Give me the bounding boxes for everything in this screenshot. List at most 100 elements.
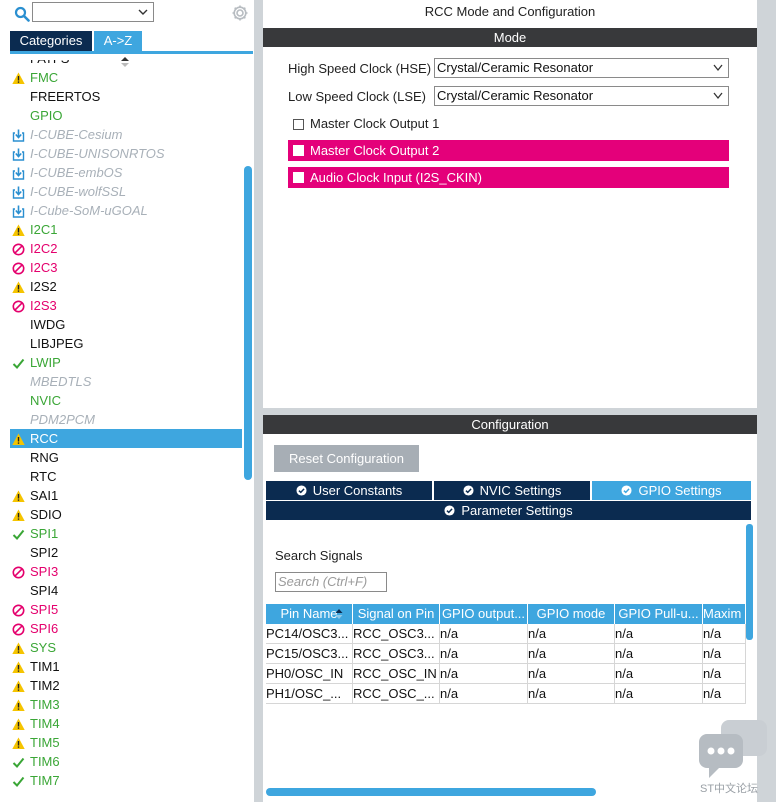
sort-icon[interactable]: [335, 608, 343, 620]
list-item-lwip[interactable]: LWIP: [10, 353, 242, 372]
list-item-spi3[interactable]: SPI3: [10, 562, 242, 581]
list-item-label: I2S2: [30, 279, 57, 294]
list-item-sys[interactable]: SYS: [10, 638, 242, 657]
list-item-i-cube-cesium[interactable]: I-CUBE-Cesium: [10, 125, 242, 144]
vertical-scrollbar[interactable]: [746, 524, 753, 640]
list-item-sai1[interactable]: SAI1: [10, 486, 242, 505]
list-item-tim1[interactable]: TIM1: [10, 657, 242, 676]
table-cell: RCC_OSC3...: [353, 644, 440, 664]
list-item-fatfs[interactable]: FATFS: [10, 60, 242, 68]
column-header[interactable]: GPIO output...: [440, 604, 528, 624]
list-item-label: I-CUBE-embOS: [30, 165, 123, 180]
list-item-fmc[interactable]: FMC: [10, 68, 242, 87]
list-item-label: RTC: [30, 469, 57, 484]
table-cell: PH1/OSC_...: [266, 684, 353, 704]
list-item-i-cube-wolfssl[interactable]: I-CUBE-wolfSSL: [10, 182, 242, 201]
list-item-i-cube-som-ugoal[interactable]: I-Cube-SoM-uGOAL: [10, 201, 242, 220]
list-item-pdm2pcm[interactable]: PDM2PCM: [10, 410, 242, 429]
list-item-rtc[interactable]: RTC: [10, 467, 242, 486]
column-header[interactable]: Signal on Pin: [353, 604, 440, 624]
warning-icon: [12, 71, 25, 84]
list-item-i2s2[interactable]: I2S2: [10, 277, 242, 296]
list-item-iwdg[interactable]: IWDG: [10, 315, 242, 334]
list-item-label: I2S3: [30, 298, 57, 313]
list-item-libjpeg[interactable]: LIBJPEG: [10, 334, 242, 353]
table-cell: n/a: [703, 644, 746, 664]
mco1-checkbox[interactable]: [293, 119, 304, 130]
list-item-spi5[interactable]: SPI5: [10, 600, 242, 619]
list-item-tim3[interactable]: TIM3: [10, 695, 242, 714]
list-item-i2s3[interactable]: I2S3: [10, 296, 242, 315]
list-item-i2c3[interactable]: I2C3: [10, 258, 242, 277]
tab-a-to-z[interactable]: A->Z: [94, 31, 142, 51]
tab-label: User Constants: [312, 483, 403, 498]
list-item-gpio[interactable]: GPIO: [10, 106, 242, 125]
list-item-i-cube-unisonrtos[interactable]: I-CUBE-UNISONRTOS: [10, 144, 242, 163]
list-item-mbedtls[interactable]: MBEDTLS: [10, 372, 242, 391]
column-header[interactable]: GPIO Pull-u...: [615, 604, 703, 624]
lse-select[interactable]: Crystal/Ceramic Resonator: [434, 86, 729, 106]
search-icon[interactable]: [14, 6, 30, 22]
i2s-ckin-checkbox[interactable]: [293, 172, 304, 183]
gear-icon[interactable]: [231, 4, 249, 22]
list-item-tim6[interactable]: TIM6: [10, 752, 242, 771]
list-item-label: PDM2PCM: [30, 412, 96, 427]
list-item-freertos[interactable]: FREERTOS: [10, 87, 242, 106]
sort-icon[interactable]: [120, 56, 130, 68]
list-item-tim5[interactable]: TIM5: [10, 733, 242, 752]
tab-categories[interactable]: Categories: [10, 31, 92, 51]
column-header[interactable]: Maxim: [703, 604, 746, 624]
list-item-tim4[interactable]: TIM4: [10, 714, 242, 733]
mco2-row[interactable]: Master Clock Output 2: [288, 140, 729, 161]
table-row[interactable]: PH1/OSC_... RCC_OSC_... n/a n/a n/a n/a: [266, 684, 746, 704]
tab-user-constants[interactable]: User Constants: [266, 481, 432, 500]
chat-bubble-icon: [699, 720, 767, 778]
table-cell: n/a: [615, 624, 703, 644]
list-item-rng[interactable]: RNG: [10, 448, 242, 467]
column-header[interactable]: Pin Name: [266, 604, 353, 624]
warning-icon: [12, 660, 25, 673]
list-item-tim7[interactable]: TIM7: [10, 771, 242, 790]
column-header[interactable]: GPIO mode: [528, 604, 615, 624]
list-item-i-cube-embos[interactable]: I-CUBE-embOS: [10, 163, 242, 182]
list-item-tim2[interactable]: TIM2: [10, 676, 242, 695]
horizontal-scrollbar[interactable]: [266, 788, 596, 796]
list-item-label: SPI1: [30, 526, 59, 541]
table-row[interactable]: PH0/OSC_IN RCC_OSC_IN n/a n/a n/a n/a: [266, 664, 746, 684]
i2s-ckin-row[interactable]: Audio Clock Input (I2S_CKIN): [288, 167, 729, 188]
list-item-sdio[interactable]: SDIO: [10, 505, 242, 524]
table-row[interactable]: PC15/OSC3... RCC_OSC3... n/a n/a n/a n/a: [266, 644, 746, 664]
list-item-label: I2C3: [30, 260, 58, 275]
list-item-spi6[interactable]: SPI6: [10, 619, 242, 638]
left-scrollbar-thumb[interactable]: [244, 166, 252, 480]
list-item-label: RCC: [30, 431, 59, 446]
table-row[interactable]: PC14/OSC3... RCC_OSC3... n/a n/a n/a n/a: [266, 624, 746, 644]
search-signals-label: Search Signals: [275, 548, 363, 563]
table-cell: n/a: [528, 644, 615, 664]
check-icon: [12, 774, 25, 787]
list-item-spi2[interactable]: SPI2: [10, 543, 242, 562]
list-item-i2c1[interactable]: I2C1: [10, 220, 242, 239]
list-item-i2c2[interactable]: I2C2: [10, 239, 242, 258]
blocked-icon: [12, 242, 25, 256]
list-item-spi4[interactable]: SPI4: [10, 581, 242, 600]
list-item-spi1[interactable]: SPI1: [10, 524, 242, 543]
tab-gpio-settings[interactable]: GPIO Settings: [592, 481, 751, 500]
table-cell: n/a: [528, 684, 615, 704]
warning-icon: [12, 679, 25, 692]
list-item-rcc[interactable]: RCC: [10, 429, 242, 448]
list-item-label: SPI6: [30, 621, 59, 636]
search-signals-input[interactable]: Search (Ctrl+F): [275, 572, 387, 592]
warning-icon: [12, 489, 25, 502]
search-combobox[interactable]: [32, 2, 154, 22]
check-circle-icon: [463, 485, 474, 496]
reset-configuration-button[interactable]: Reset Configuration: [274, 445, 419, 472]
table-cell: n/a: [615, 684, 703, 704]
tab-parameter-settings[interactable]: Parameter Settings: [266, 501, 751, 520]
list-item-nvic[interactable]: NVIC: [10, 391, 242, 410]
table-cell: n/a: [440, 664, 528, 684]
check-icon: [12, 527, 25, 540]
tab-nvic-settings[interactable]: NVIC Settings: [434, 481, 590, 500]
hse-select[interactable]: Crystal/Ceramic Resonator: [434, 58, 729, 78]
mco2-checkbox[interactable]: [293, 145, 304, 156]
